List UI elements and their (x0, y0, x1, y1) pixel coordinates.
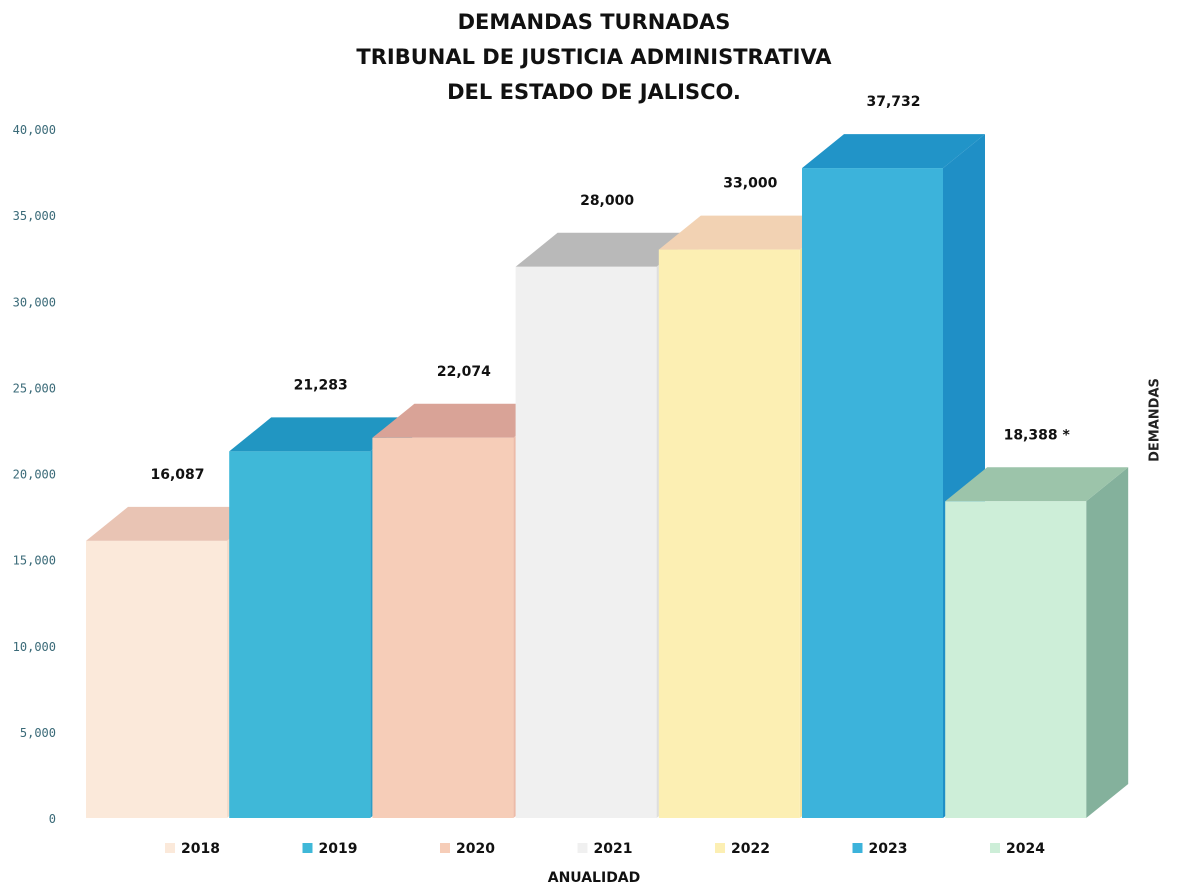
bar-top-face (372, 403, 556, 438)
legend-label-2024: 2024 (1006, 841, 1045, 857)
data-label-2024: 18,388 * (1004, 427, 1071, 443)
data-label-2018: 16,087 (150, 467, 204, 483)
y-axis-ticks: 0 5,000 10,000 15,000 20,000 25,000 30,000 35,0… (13, 123, 56, 826)
y-axis-label: DEMANDAS (1147, 378, 1163, 462)
y-tick-label: 35,000 (13, 209, 56, 223)
data-label-2021: 28,000 (580, 193, 634, 209)
bar-front-face (86, 540, 227, 818)
chart-title-line-2: TRIBUNAL DE JUSTICIA ADMINISTRATIVA (356, 45, 832, 69)
bars (86, 134, 1129, 819)
bar-top-face (86, 506, 269, 541)
bar-front-face (229, 451, 371, 818)
bar-top-face (658, 215, 842, 250)
bar-2024 (945, 467, 1129, 818)
y-tick-label: 10,000 (13, 640, 56, 654)
bar-side-face (1086, 467, 1129, 818)
bar-top-face (802, 134, 985, 169)
bar-front-face (945, 501, 1087, 818)
bar-top-face (229, 417, 413, 452)
y-tick-label: 20,000 (13, 468, 56, 482)
legend-label-2018: 2018 (181, 841, 220, 857)
bar-top-face (515, 232, 699, 267)
legend-label-2019: 2019 (319, 841, 358, 857)
y-tick-label: 5,000 (20, 726, 56, 740)
legend-swatch (990, 843, 1000, 853)
bar-front-face (802, 168, 943, 819)
bar-front-face (515, 266, 657, 818)
data-label-2019: 21,283 (294, 377, 348, 393)
legend-swatch (852, 843, 863, 853)
legend-swatch (577, 843, 588, 853)
x-axis-label: ANUALIDAD (547, 870, 641, 886)
y-tick-label: 40,000 (13, 123, 56, 137)
legend-label-2022: 2022 (731, 841, 770, 857)
bar-top-face (945, 467, 1129, 502)
data-label-2023: 37,732 (866, 94, 920, 110)
y-tick-label: 25,000 (13, 381, 56, 395)
y-tick-label: 30,000 (13, 295, 56, 309)
legend-label-2021: 2021 (594, 841, 633, 857)
legend-swatch (715, 843, 725, 853)
data-labels: 16,087 21,283 22,074 28,000 33,000 37,732 18,3… (150, 94, 1070, 483)
legend-swatch (440, 843, 450, 853)
chart-title-line-3: DEL ESTADO DE JALISCO. (447, 80, 741, 104)
chart-title-line-1: DEMANDAS TURNADAS (457, 10, 731, 34)
legend-label-2023: 2023 (869, 841, 908, 857)
legend-label-2020: 2020 (456, 841, 495, 857)
data-label-2020: 22,074 (437, 364, 491, 380)
bar-front-face (658, 249, 800, 818)
y-tick-label: 0 (49, 812, 56, 826)
data-label-2022: 33,000 (723, 176, 777, 192)
legend-swatch (165, 843, 175, 853)
y-tick-label: 15,000 (13, 554, 56, 568)
legend: 2018 2019 2020 2021 2022 2023 2024 (165, 841, 1045, 857)
bar-front-face (372, 437, 514, 818)
legend-swatch (302, 843, 313, 853)
